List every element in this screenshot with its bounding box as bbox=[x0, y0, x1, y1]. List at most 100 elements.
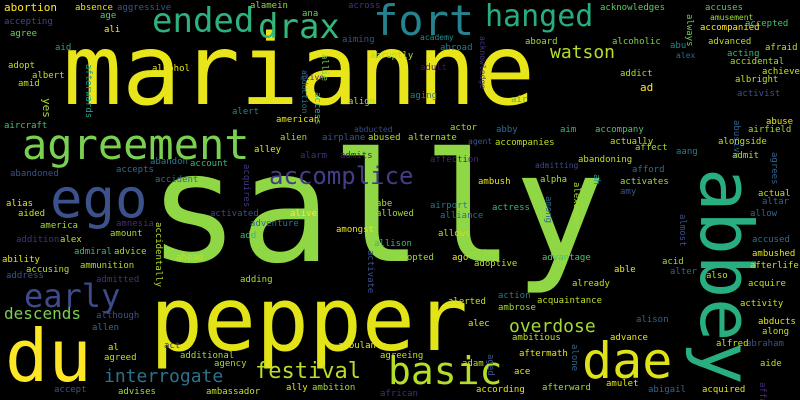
word-acknowledges: acknowledges bbox=[600, 3, 666, 13]
word-alex: alex bbox=[60, 235, 82, 245]
word-acid: acid bbox=[662, 257, 684, 267]
word-afraid: afraid bbox=[765, 43, 798, 53]
word-actually: actually bbox=[610, 137, 654, 147]
word-accepted: accepted bbox=[745, 19, 789, 29]
word-agency: agency bbox=[214, 359, 247, 369]
word-already: already bbox=[572, 279, 610, 289]
word-aging: aging bbox=[410, 91, 438, 101]
word-admitted: admitted bbox=[96, 275, 140, 285]
word-african: african bbox=[380, 389, 418, 399]
word-absence: absence bbox=[75, 3, 113, 13]
word-du: du bbox=[5, 314, 92, 398]
word-dae: dae bbox=[582, 332, 673, 390]
word-fort: fort bbox=[373, 0, 475, 45]
word-ad: ad bbox=[640, 81, 654, 94]
word-aiming: aiming bbox=[342, 35, 375, 45]
word-agree: agree bbox=[10, 29, 38, 39]
word-age: age bbox=[100, 11, 117, 21]
word-alive_top: alive bbox=[300, 73, 325, 82]
word-basic: basic bbox=[388, 349, 503, 393]
word-alongside: alongside bbox=[718, 137, 767, 147]
word-adam: adam bbox=[462, 359, 484, 369]
word-achieve: achieve bbox=[762, 67, 800, 77]
word-afterlife: afterlife bbox=[750, 261, 799, 271]
word-ambrose: ambrose bbox=[498, 303, 536, 313]
word-alliance: alliance bbox=[440, 211, 484, 221]
word-airplane: airplane bbox=[322, 133, 366, 143]
word-america: america bbox=[40, 221, 78, 231]
word-admiral: admiral bbox=[74, 247, 112, 257]
word-active: active bbox=[466, 249, 499, 259]
word-align: align bbox=[348, 97, 376, 107]
word-academy: academy bbox=[420, 33, 454, 42]
word-accepts: accepts bbox=[116, 165, 154, 175]
word-overdose: overdose bbox=[509, 316, 596, 337]
word-ambassador: ambassador bbox=[206, 387, 261, 397]
word-abandon: abandon bbox=[150, 157, 188, 167]
word-marianne: marianne bbox=[63, 14, 536, 128]
word-account: account bbox=[190, 159, 228, 169]
word-almost: almost bbox=[677, 214, 687, 247]
word-advanced: advanced bbox=[708, 37, 752, 47]
word-aggressive: aggressive bbox=[117, 3, 172, 13]
word-ally: ally bbox=[286, 383, 308, 393]
word-acknowledge: acknowledge bbox=[478, 36, 487, 89]
word-alias: alias bbox=[6, 199, 34, 209]
word-alec: alec bbox=[468, 319, 490, 329]
word-actress: actress bbox=[492, 203, 530, 213]
word-ago: ago bbox=[452, 253, 469, 263]
word-alexander: alexander bbox=[571, 182, 581, 231]
word-accuses: accuses bbox=[705, 3, 743, 13]
word-aide: aide bbox=[760, 359, 782, 369]
word-abigail: abigail bbox=[648, 385, 686, 395]
word-advice: advice bbox=[114, 247, 147, 257]
word-accomplice: accomplice bbox=[269, 162, 414, 190]
word-among: among bbox=[543, 196, 553, 224]
word-abruptly: abruptly bbox=[370, 51, 414, 61]
word-affection: affection bbox=[430, 155, 479, 165]
word-amusement: amusement bbox=[710, 13, 754, 22]
word-altar: altar bbox=[762, 197, 790, 207]
word-accidental: accidental bbox=[730, 57, 785, 67]
word-abuse: abuse bbox=[766, 117, 794, 127]
word-across: across bbox=[348, 1, 381, 11]
word-yes: yes bbox=[40, 98, 53, 118]
word-accompanies: accompanies bbox=[495, 138, 555, 148]
word-according: according bbox=[476, 385, 525, 395]
word-aid: aid bbox=[55, 43, 72, 53]
word-also: also bbox=[706, 271, 728, 281]
word-ego: ego bbox=[50, 167, 148, 230]
word-alter: alter bbox=[670, 267, 698, 277]
word-agrees: agrees bbox=[769, 152, 779, 185]
word-alerted: alerted bbox=[448, 297, 486, 307]
word-able: able bbox=[614, 265, 636, 275]
word-descends: descends bbox=[4, 304, 82, 323]
word-abraham: abraham bbox=[746, 339, 784, 349]
word-address: address bbox=[6, 271, 44, 281]
word-accompany: accompany bbox=[595, 125, 644, 135]
word-amount: amount bbox=[110, 229, 143, 239]
word-aboard: aboard bbox=[525, 37, 558, 47]
word-ali: ali bbox=[104, 25, 121, 35]
word-alive: alive bbox=[290, 209, 318, 219]
word-amid: amid bbox=[18, 79, 40, 89]
word-activate: activate bbox=[365, 250, 375, 294]
word-affair: affair bbox=[757, 382, 767, 400]
word-activated: activated bbox=[210, 209, 259, 219]
word-amy: amy bbox=[620, 187, 637, 197]
word-allows: allows bbox=[438, 229, 471, 239]
word-alcohol: alcohol bbox=[152, 64, 190, 74]
word-agreeing: agreeing bbox=[380, 351, 424, 361]
word-ability: ability bbox=[2, 255, 40, 265]
word-festival: festival bbox=[255, 359, 361, 384]
word-abortion: abortion bbox=[4, 1, 57, 14]
word-ahead: ahead bbox=[176, 253, 204, 263]
word-action: action bbox=[498, 291, 531, 301]
word-air: air bbox=[511, 95, 528, 105]
word-ammunition: ammunition bbox=[80, 261, 135, 271]
word-actual: actual bbox=[758, 189, 791, 199]
word-accepting: accepting bbox=[4, 17, 53, 27]
word-acquired: acquired bbox=[702, 385, 746, 395]
word-ambitious: ambitious bbox=[512, 333, 561, 343]
word-abducted: abducted bbox=[354, 125, 393, 134]
